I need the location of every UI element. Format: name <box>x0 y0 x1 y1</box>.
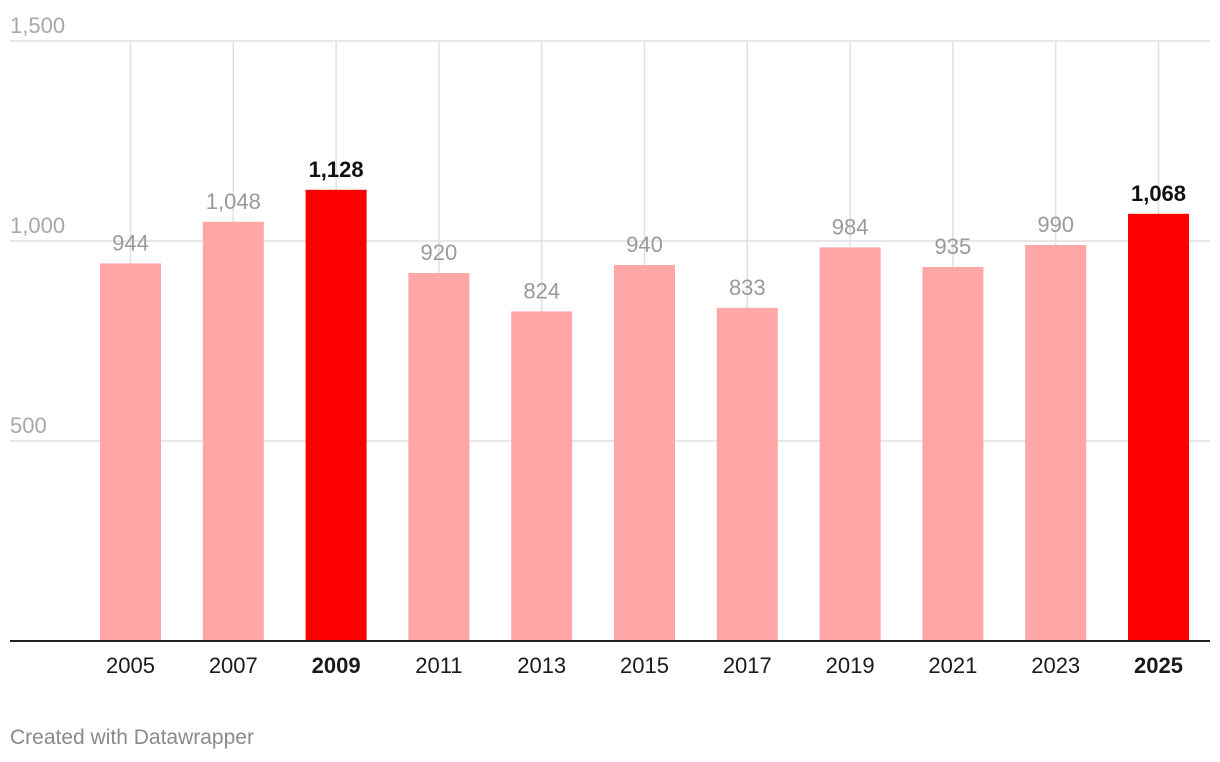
x-tick-label-2009: 2009 <box>312 653 361 678</box>
x-tick-label-2011: 2011 <box>415 653 462 678</box>
bar-chart: 500 1,000 1,500 944 2005 1,048 2007 1,128 2009 92… <box>10 13 1210 678</box>
x-tick-label-2021: 2021 <box>928 653 977 678</box>
value-label-2007: 1,048 <box>206 189 261 214</box>
bar-2015 <box>614 265 675 641</box>
bar-2009 <box>305 189 367 642</box>
x-tick-label-2025: 2025 <box>1134 653 1183 678</box>
value-label-2013: 824 <box>523 278 560 303</box>
bar-2011 <box>408 273 470 641</box>
x-tick-label-2023: 2023 <box>1031 653 1080 678</box>
bar-2025 <box>1128 213 1189 642</box>
y-tick-label: 500 <box>10 413 47 438</box>
x-tick-label-2013: 2013 <box>517 653 566 678</box>
bar-2013 <box>511 311 573 641</box>
value-label-2019: 984 <box>832 214 869 239</box>
x-tick-label-2017: 2017 <box>723 653 772 678</box>
x-tick-label-2007: 2007 <box>209 653 258 678</box>
x-tick-label-2005: 2005 <box>106 653 155 678</box>
bar-2007 <box>202 221 264 642</box>
bar-2021 <box>922 267 984 641</box>
x-tick-label-2019: 2019 <box>826 653 875 678</box>
bar-2017 <box>716 307 778 641</box>
bar-2023 <box>1025 245 1087 641</box>
x-tick-label-2015: 2015 <box>620 653 669 678</box>
datawrapper-credit: Created with Datawrapper <box>10 726 254 749</box>
value-label-2015: 940 <box>626 232 663 257</box>
bar-2019 <box>819 247 881 641</box>
value-label-2025: 1,068 <box>1131 181 1186 206</box>
value-label-2011: 920 <box>421 240 458 265</box>
value-label-2017: 833 <box>729 275 766 300</box>
y-tick-label: 1,000 <box>10 213 65 238</box>
y-tick-label: 1,500 <box>10 13 65 38</box>
value-label-2005: 944 <box>112 230 149 255</box>
value-label-2021: 935 <box>935 234 972 259</box>
value-label-2009: 1,128 <box>309 157 364 182</box>
bar-2005 <box>100 263 161 641</box>
value-label-2023: 990 <box>1037 212 1074 237</box>
